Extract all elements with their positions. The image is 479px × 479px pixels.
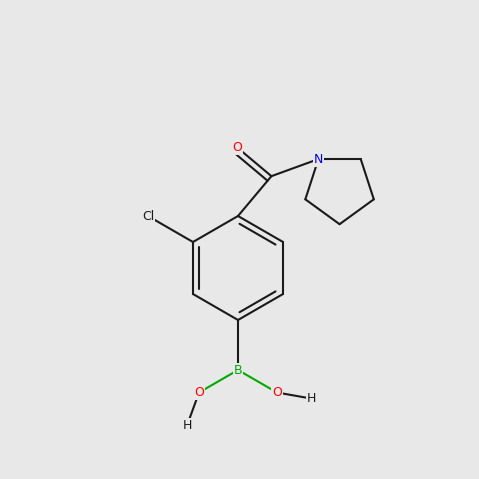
Text: O: O [194,386,204,399]
Text: O: O [272,386,282,399]
Text: O: O [232,141,242,154]
Text: H: H [182,419,192,432]
Text: B: B [234,364,242,376]
Text: Cl: Cl [142,209,154,223]
Text: N: N [314,153,323,166]
Text: H: H [307,392,316,405]
